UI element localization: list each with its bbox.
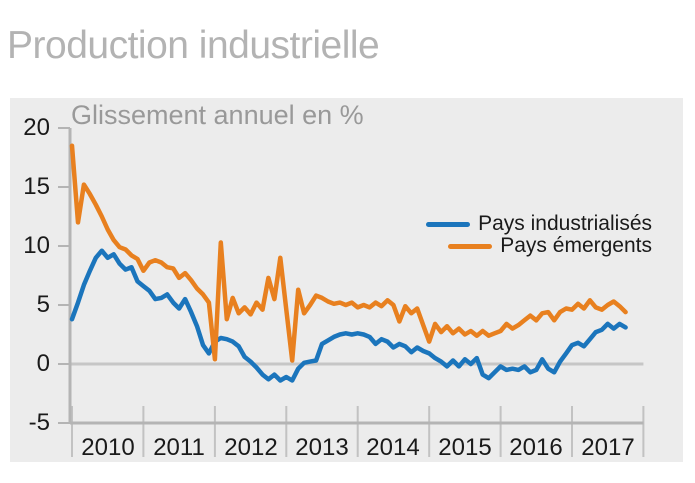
series-line-0 xyxy=(69,248,628,383)
chart-panel xyxy=(10,98,683,462)
page-title: Production industrielle xyxy=(7,24,380,67)
series-line-1 xyxy=(69,143,628,363)
